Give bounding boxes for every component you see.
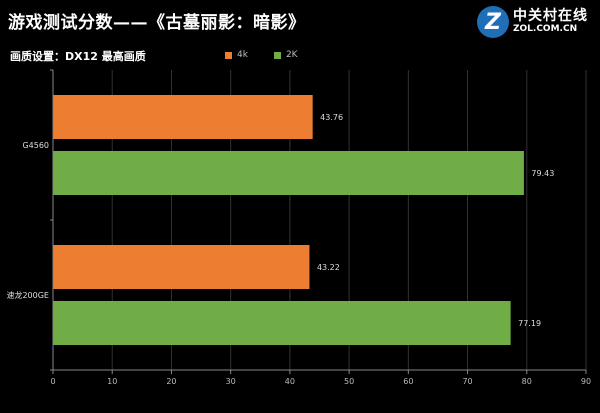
data-label: 43.76 <box>320 113 343 122</box>
bar-4k-2 <box>53 245 310 289</box>
category-label: G4560 <box>22 141 49 150</box>
x-tick-label: 70 <box>462 377 472 386</box>
legend-label-4k: 4k <box>237 50 248 60</box>
x-tick-label: 10 <box>107 377 117 386</box>
data-label: 77.19 <box>518 319 541 328</box>
legend-item-2k: 2K <box>273 50 298 60</box>
x-tick-label: 80 <box>522 377 532 386</box>
chart-subtitle: 画质设置：DX12 最高画质 <box>10 50 146 63</box>
zol-logo-cn: 中关村在线 <box>513 8 588 25</box>
zol-logo-text: 中关村在线 ZOL.COM.CN <box>513 8 588 34</box>
x-tick-label: 90 <box>581 377 591 386</box>
legend-label-2k: 2K <box>285 50 298 60</box>
bar-4k-1 <box>53 95 313 139</box>
bar-2k-1 <box>53 151 524 195</box>
zol-logo: Z 中关村在线 ZOL.COM.CN <box>477 6 588 38</box>
category-label: 速龙200GE <box>6 290 49 300</box>
data-label: 43.22 <box>317 263 340 272</box>
x-tick-label: 40 <box>285 377 295 386</box>
legend-swatch-2k <box>273 51 281 59</box>
x-tick-label: 30 <box>226 377 236 386</box>
legend-swatch-4k <box>225 51 232 59</box>
x-tick-label: 20 <box>166 377 176 386</box>
data-label: 79.43 <box>531 169 554 178</box>
legend: 4k 2K <box>225 50 298 60</box>
x-tick-label: 60 <box>403 377 413 386</box>
legend-item-4k: 4k <box>225 50 248 60</box>
x-tick-label: 0 <box>50 377 55 386</box>
bar-2k-2 <box>53 301 511 345</box>
chart-title: 游戏测试分数——《古墓丽影：暗影》 <box>8 13 306 33</box>
zol-logo-icon: Z <box>477 6 509 38</box>
zol-logo-en: ZOL.COM.CN <box>513 23 578 34</box>
x-tick-label: 50 <box>344 377 354 386</box>
